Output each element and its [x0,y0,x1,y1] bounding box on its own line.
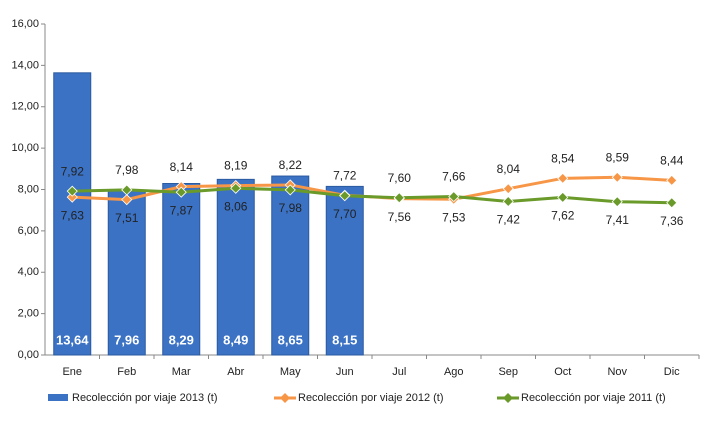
marker [393,192,405,204]
bar [53,72,92,356]
bar-label: 8,15 [332,332,357,347]
data-label: 7,36 [660,214,684,228]
x-tick-label: Sep [498,366,518,378]
data-label: 7,98 [279,201,303,215]
x-tick-label: Feb [117,366,136,378]
marker [611,171,623,183]
marker [339,190,351,202]
marker [611,196,623,208]
data-label: 7,56 [388,210,412,224]
y-tick-label: 14,00 [11,59,39,71]
data-label: 8,54 [551,152,575,166]
bar-label: 8,29 [169,332,194,347]
data-label: 8,19 [224,159,248,173]
legend-swatch [280,393,290,403]
x-tick-label: Jun [336,366,354,378]
data-label: 8,22 [279,158,303,172]
y-tick-label: 8,00 [18,183,39,195]
marker [175,186,187,198]
data-label: 8,59 [606,150,630,164]
marker [121,184,133,196]
data-label: 7,92 [61,164,85,178]
bar [107,189,146,356]
marker [502,183,514,195]
marker [284,184,296,196]
y-tick-label: 6,00 [18,225,39,237]
data-label: 8,44 [660,154,684,168]
bar-label: 7,96 [114,332,139,347]
bar [271,175,310,356]
legend-label: Recolección por viaje 2011 (t) [521,392,666,404]
data-label: 7,70 [333,207,357,221]
data-label: 7,62 [551,209,575,223]
x-tick-label: Abr [227,366,244,378]
data-label: 7,53 [442,210,466,224]
bar-label: 8,65 [278,332,303,347]
data-label: 7,63 [61,208,85,222]
marker [230,182,242,194]
y-tick-label: 10,00 [11,142,39,154]
legend-label: Recolección por viaje 2012 (t) [298,392,444,404]
data-label: 7,72 [333,168,357,182]
bar [325,185,364,356]
x-tick-label: Dic [664,366,680,378]
bar [162,183,201,356]
y-tick-label: 12,00 [11,101,39,113]
data-label: 7,87 [170,203,194,217]
marker [666,174,678,186]
marker [502,195,514,208]
x-tick-label: May [280,366,301,378]
marker [448,190,460,203]
legend-swatch [48,394,68,401]
data-label: 8,06 [224,199,248,213]
legend-label: Recolección por viaje 2013 (t) [72,392,218,404]
data-label: 7,41 [606,213,630,227]
y-tick-label: 2,00 [18,308,39,320]
line [72,186,672,205]
x-tick-label: Nov [607,366,627,378]
marker [66,185,78,197]
x-tick-label: Jul [392,366,406,378]
x-tick-label: Mar [172,366,191,378]
marker [66,191,78,203]
x-tick-label: Ene [62,366,82,378]
data-label: 7,60 [388,171,412,185]
data-label: 7,98 [115,163,139,177]
data-label: 7,66 [442,170,466,184]
y-tick-label: 16,00 [11,18,39,30]
marker [557,172,569,184]
x-tick-label: Ago [444,366,464,378]
data-label: 8,04 [497,162,521,176]
bar-label: 8,49 [223,332,248,347]
marker [121,194,133,206]
data-label: 8,14 [170,160,194,174]
bar [216,178,255,356]
bar-label: 13,64 [56,332,89,347]
marker [557,191,569,203]
marker [666,197,678,209]
data-label: 7,51 [115,211,139,225]
data-label: 7,42 [497,213,521,227]
legend-swatch [503,393,513,403]
x-tick-label: Oct [554,366,571,378]
y-tick-label: 0,00 [18,349,39,361]
y-tick-label: 4,00 [18,266,39,278]
